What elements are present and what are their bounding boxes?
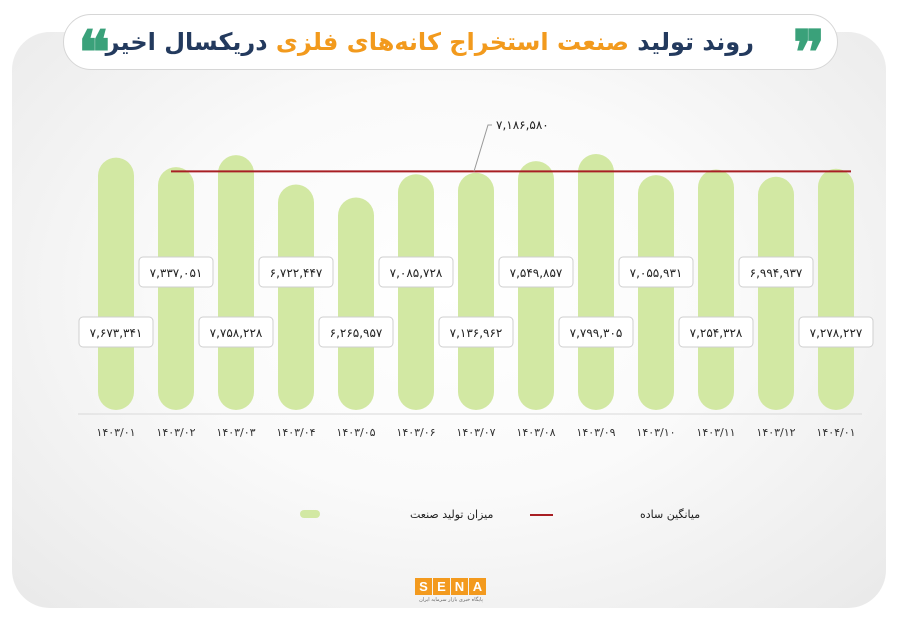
value-label: ۷,۳۳۷,۰۵۱ <box>150 266 203 280</box>
value-label-box <box>378 256 454 288</box>
average-callout-leader <box>473 124 492 172</box>
x-tick-label: ۱۴۰۳/۰۸ <box>516 426 555 439</box>
bar <box>578 154 614 410</box>
value-label: ۷,۲۷۸,۲۲۷ <box>810 326 863 340</box>
value-label: ۷,۰۵۵,۹۳۱ <box>630 266 683 280</box>
value-label-box <box>798 316 874 348</box>
value-label-box <box>678 316 754 348</box>
value-label: ۶,۹۹۴,۹۳۷ <box>750 266 803 280</box>
x-tick-label: ۱۴۰۳/۰۲ <box>156 426 195 439</box>
value-label: ۷,۰۸۵,۷۲۸ <box>390 266 443 280</box>
title-highlight: صنعت استخراج کانه‌های فلزی <box>275 28 629 56</box>
legend-bar-swatch <box>300 510 320 518</box>
value-label-box <box>618 256 694 288</box>
bar <box>398 174 434 410</box>
average-label: ۷,۱۸۶,۵۸۰ <box>496 118 549 132</box>
x-tick-label: ۱۴۰۳/۰۷ <box>456 426 495 439</box>
value-label: ۷,۷۵۸,۲۲۸ <box>210 326 263 340</box>
bar <box>278 184 314 410</box>
bar <box>338 197 374 410</box>
quote-close-icon: ❝ <box>78 18 111 88</box>
value-label: ۶,۷۲۲,۴۴۷ <box>270 266 323 280</box>
logo-subtitle: پایگاه خبری بازار سرمایه ایران <box>419 597 483 603</box>
bar <box>158 167 194 410</box>
value-label-box <box>498 256 574 288</box>
value-label: ۷,۶۷۳,۳۴۱ <box>90 326 143 340</box>
value-label-box <box>78 316 154 348</box>
value-label-box <box>558 316 634 348</box>
value-label-box <box>138 256 214 288</box>
title-part2: دریکسال اخیر <box>105 28 268 56</box>
bar <box>818 168 854 410</box>
title-part1: روند تولید <box>637 28 754 56</box>
x-tick-label: ۱۴۰۳/۰۳ <box>216 426 255 439</box>
bar <box>758 176 794 410</box>
title-banner: ❞ روند تولید صنعت استخراج کانه‌های فلزی … <box>63 14 838 83</box>
x-tick-label: ۱۴۰۳/۱۱ <box>696 426 735 439</box>
value-label-box <box>438 316 514 348</box>
bar <box>638 175 674 410</box>
bar <box>218 155 254 410</box>
value-label-box <box>318 316 394 348</box>
bar <box>98 157 134 410</box>
x-tick-label: ۱۴۰۳/۱۰ <box>636 426 675 439</box>
x-tick-label: ۱۴۰۳/۰۴ <box>276 426 315 439</box>
x-tick-label: ۱۴۰۳/۰۵ <box>336 426 375 439</box>
quote-open-icon: ❞ <box>792 18 825 88</box>
value-label: ۷,۲۵۴,۳۲۸ <box>690 326 743 340</box>
legend-line-label: میانگین ساده <box>640 508 700 521</box>
value-label-box <box>198 316 274 348</box>
x-tick-label: ۱۴۰۳/۰۶ <box>396 426 435 439</box>
x-tick-label: ۱۴۰۳/۰۱ <box>96 426 135 439</box>
value-label: ۶,۲۶۵,۹۵۷ <box>330 326 383 340</box>
chart-title: روند تولید صنعت استخراج کانه‌های فلزی در… <box>106 28 754 56</box>
value-label: ۷,۱۳۶,۹۶۲ <box>450 326 503 340</box>
x-tick-label: ۱۴۰۳/۰۹ <box>576 426 615 439</box>
value-label-box <box>258 256 334 288</box>
bar <box>458 172 494 410</box>
x-tick-label: ۱۴۰۴/۰۱ <box>816 426 855 439</box>
value-label-box <box>738 256 814 288</box>
x-tick-label: ۱۴۰۳/۱۲ <box>756 426 795 439</box>
legend-bar-label: میزان تولید صنعت <box>410 508 493 521</box>
value-label: ۷,۷۹۹,۳۰۵ <box>570 326 623 340</box>
value-label: ۷,۵۴۹,۸۵۷ <box>510 266 563 280</box>
bar <box>698 169 734 410</box>
